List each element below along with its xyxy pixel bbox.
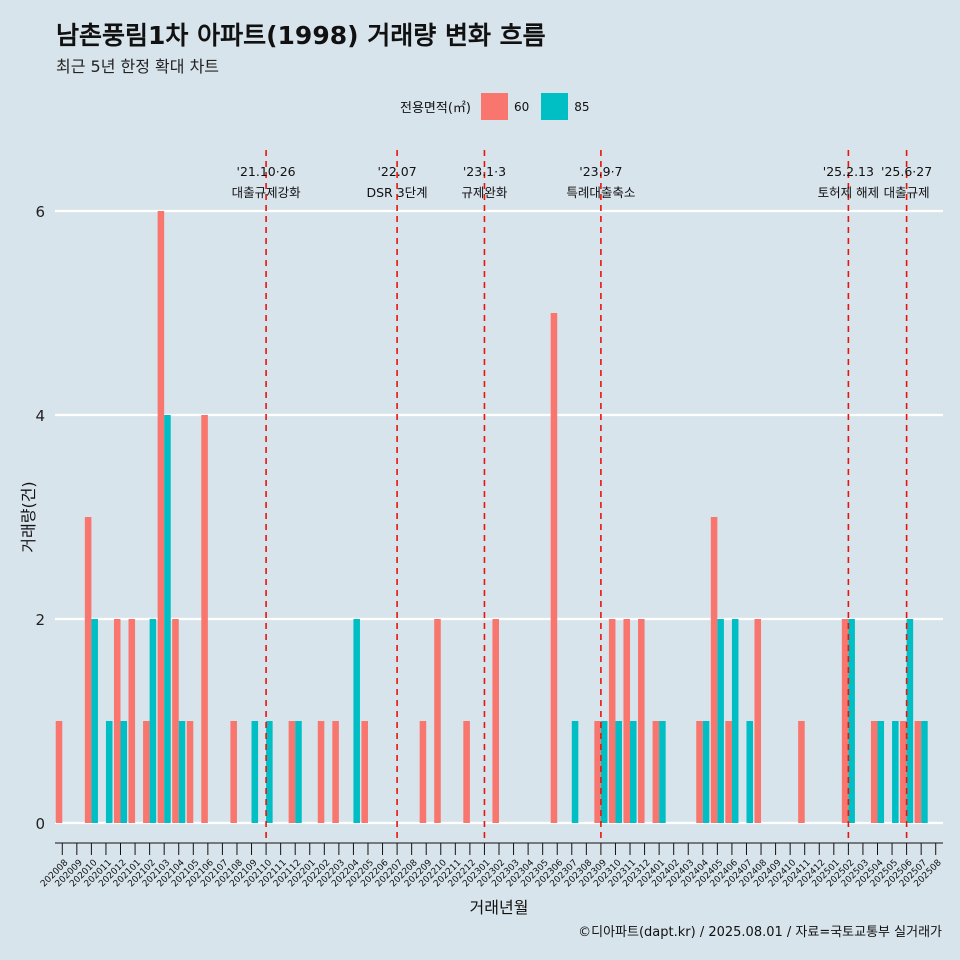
bar-60-202112	[288, 721, 296, 823]
bar-85-202109	[251, 721, 259, 823]
bar-85-202010	[91, 619, 98, 823]
y-tick-label: 2	[35, 611, 45, 629]
bar-85-202309	[600, 721, 608, 823]
bar-85-202406	[731, 619, 739, 823]
bar-60-202306	[550, 313, 558, 823]
event-date-label: '25.2.13	[823, 164, 874, 179]
bar-85-202204	[353, 619, 360, 823]
bar-60-202311	[623, 619, 631, 823]
bar-85-202112	[295, 721, 302, 823]
bar-85-202103	[164, 415, 171, 823]
bar-85-202012	[120, 721, 128, 823]
event-date-label: '21.10·26	[237, 164, 296, 179]
bar-60-202210	[434, 619, 441, 823]
bar-85-202507	[921, 721, 928, 823]
bar-85-202401	[659, 721, 666, 823]
bar-85-202502	[848, 619, 855, 823]
event-name-label: 토허제 해제	[818, 185, 879, 200]
legend: 전용면적(㎡) 60 85	[400, 93, 592, 120]
bar-85-202404	[702, 721, 710, 823]
event-date-label: '25.6·27	[881, 164, 932, 179]
bar-60-202104	[172, 619, 179, 823]
bar-85-202102	[149, 619, 157, 823]
bar-60-202102	[143, 721, 150, 823]
bar-60-202502	[841, 619, 849, 823]
bar-60-202507	[914, 721, 922, 823]
bar-85-202307	[571, 721, 579, 823]
bar-60-202108	[230, 721, 237, 823]
bar-60-202312	[638, 619, 645, 823]
event-name-label: 특례대출축소	[566, 185, 635, 200]
bar-60-202103	[157, 211, 165, 823]
bar-85-202506	[906, 619, 914, 823]
event-date-label: '23.1·3	[463, 164, 506, 179]
y-axis-title: 거래량(건)	[19, 481, 38, 552]
bar-85-202310	[615, 721, 623, 823]
bar-60-202008	[55, 721, 63, 823]
bar-85-202505	[892, 721, 899, 823]
legend-label-85: 85	[574, 99, 590, 114]
legend-title: 전용면적(㎡)	[400, 101, 471, 116]
bar-85-202011	[105, 721, 113, 823]
event-date-label: '22.07	[377, 164, 416, 179]
event-name-label: 규제완화	[461, 185, 508, 200]
y-tick-label: 4	[35, 407, 45, 425]
y-tick-label: 6	[35, 203, 45, 221]
bar-60-202302	[492, 619, 499, 823]
legend-swatch-85	[541, 93, 569, 120]
bar-60-202012	[113, 619, 121, 823]
bar-60-202212	[463, 721, 470, 823]
bar-60-202309	[594, 721, 601, 823]
legend-swatch-60	[480, 93, 508, 120]
bar-85-202110	[266, 721, 273, 823]
event-name-label: 대출규제강화	[232, 185, 302, 200]
bar-60-202205	[361, 721, 368, 823]
event-name-label: DSR 3단계	[367, 185, 428, 200]
bar-60-202401	[652, 721, 660, 823]
y-tick-label: 0	[35, 815, 45, 833]
x-axis-title: 거래년월	[470, 898, 529, 917]
event-name-label: 대출규제	[884, 185, 930, 200]
event-date-label: '23.9·7	[579, 164, 622, 179]
bar-60-202203	[332, 721, 339, 823]
bar-60-202101	[128, 619, 136, 823]
bar-85-202407	[746, 721, 754, 823]
bar-60-202408	[754, 619, 762, 823]
bar-60-202506	[900, 721, 907, 823]
bar-85-202504	[877, 721, 885, 823]
bar-60-202010	[84, 517, 92, 823]
source-caption: ©디아파트(dapt.kr) / 2025.08.01 / 자료=국토교통부 실…	[578, 925, 942, 940]
chart-subtitle: 최근 5년 한정 확대 차트	[56, 57, 220, 76]
bar-60-202404	[696, 721, 703, 823]
bar-60-202105	[186, 721, 194, 823]
bar-60-202202	[317, 721, 325, 823]
bar-85-202405	[717, 619, 724, 823]
bar-60-202411	[798, 721, 805, 823]
chart-title: 남촌풍림1차 아파트(1998) 거래량 변화 흐름	[56, 21, 546, 50]
bar-60-202405	[710, 517, 718, 823]
legend-label-60: 60	[513, 99, 530, 114]
bar-60-202209	[419, 721, 427, 823]
bar-60-202106	[201, 415, 208, 823]
bar-85-202104	[178, 721, 186, 823]
bar-60-202504	[870, 721, 878, 823]
bar-60-202310	[608, 619, 616, 823]
bar-85-202311	[630, 721, 637, 823]
bar-60-202406	[725, 721, 732, 823]
